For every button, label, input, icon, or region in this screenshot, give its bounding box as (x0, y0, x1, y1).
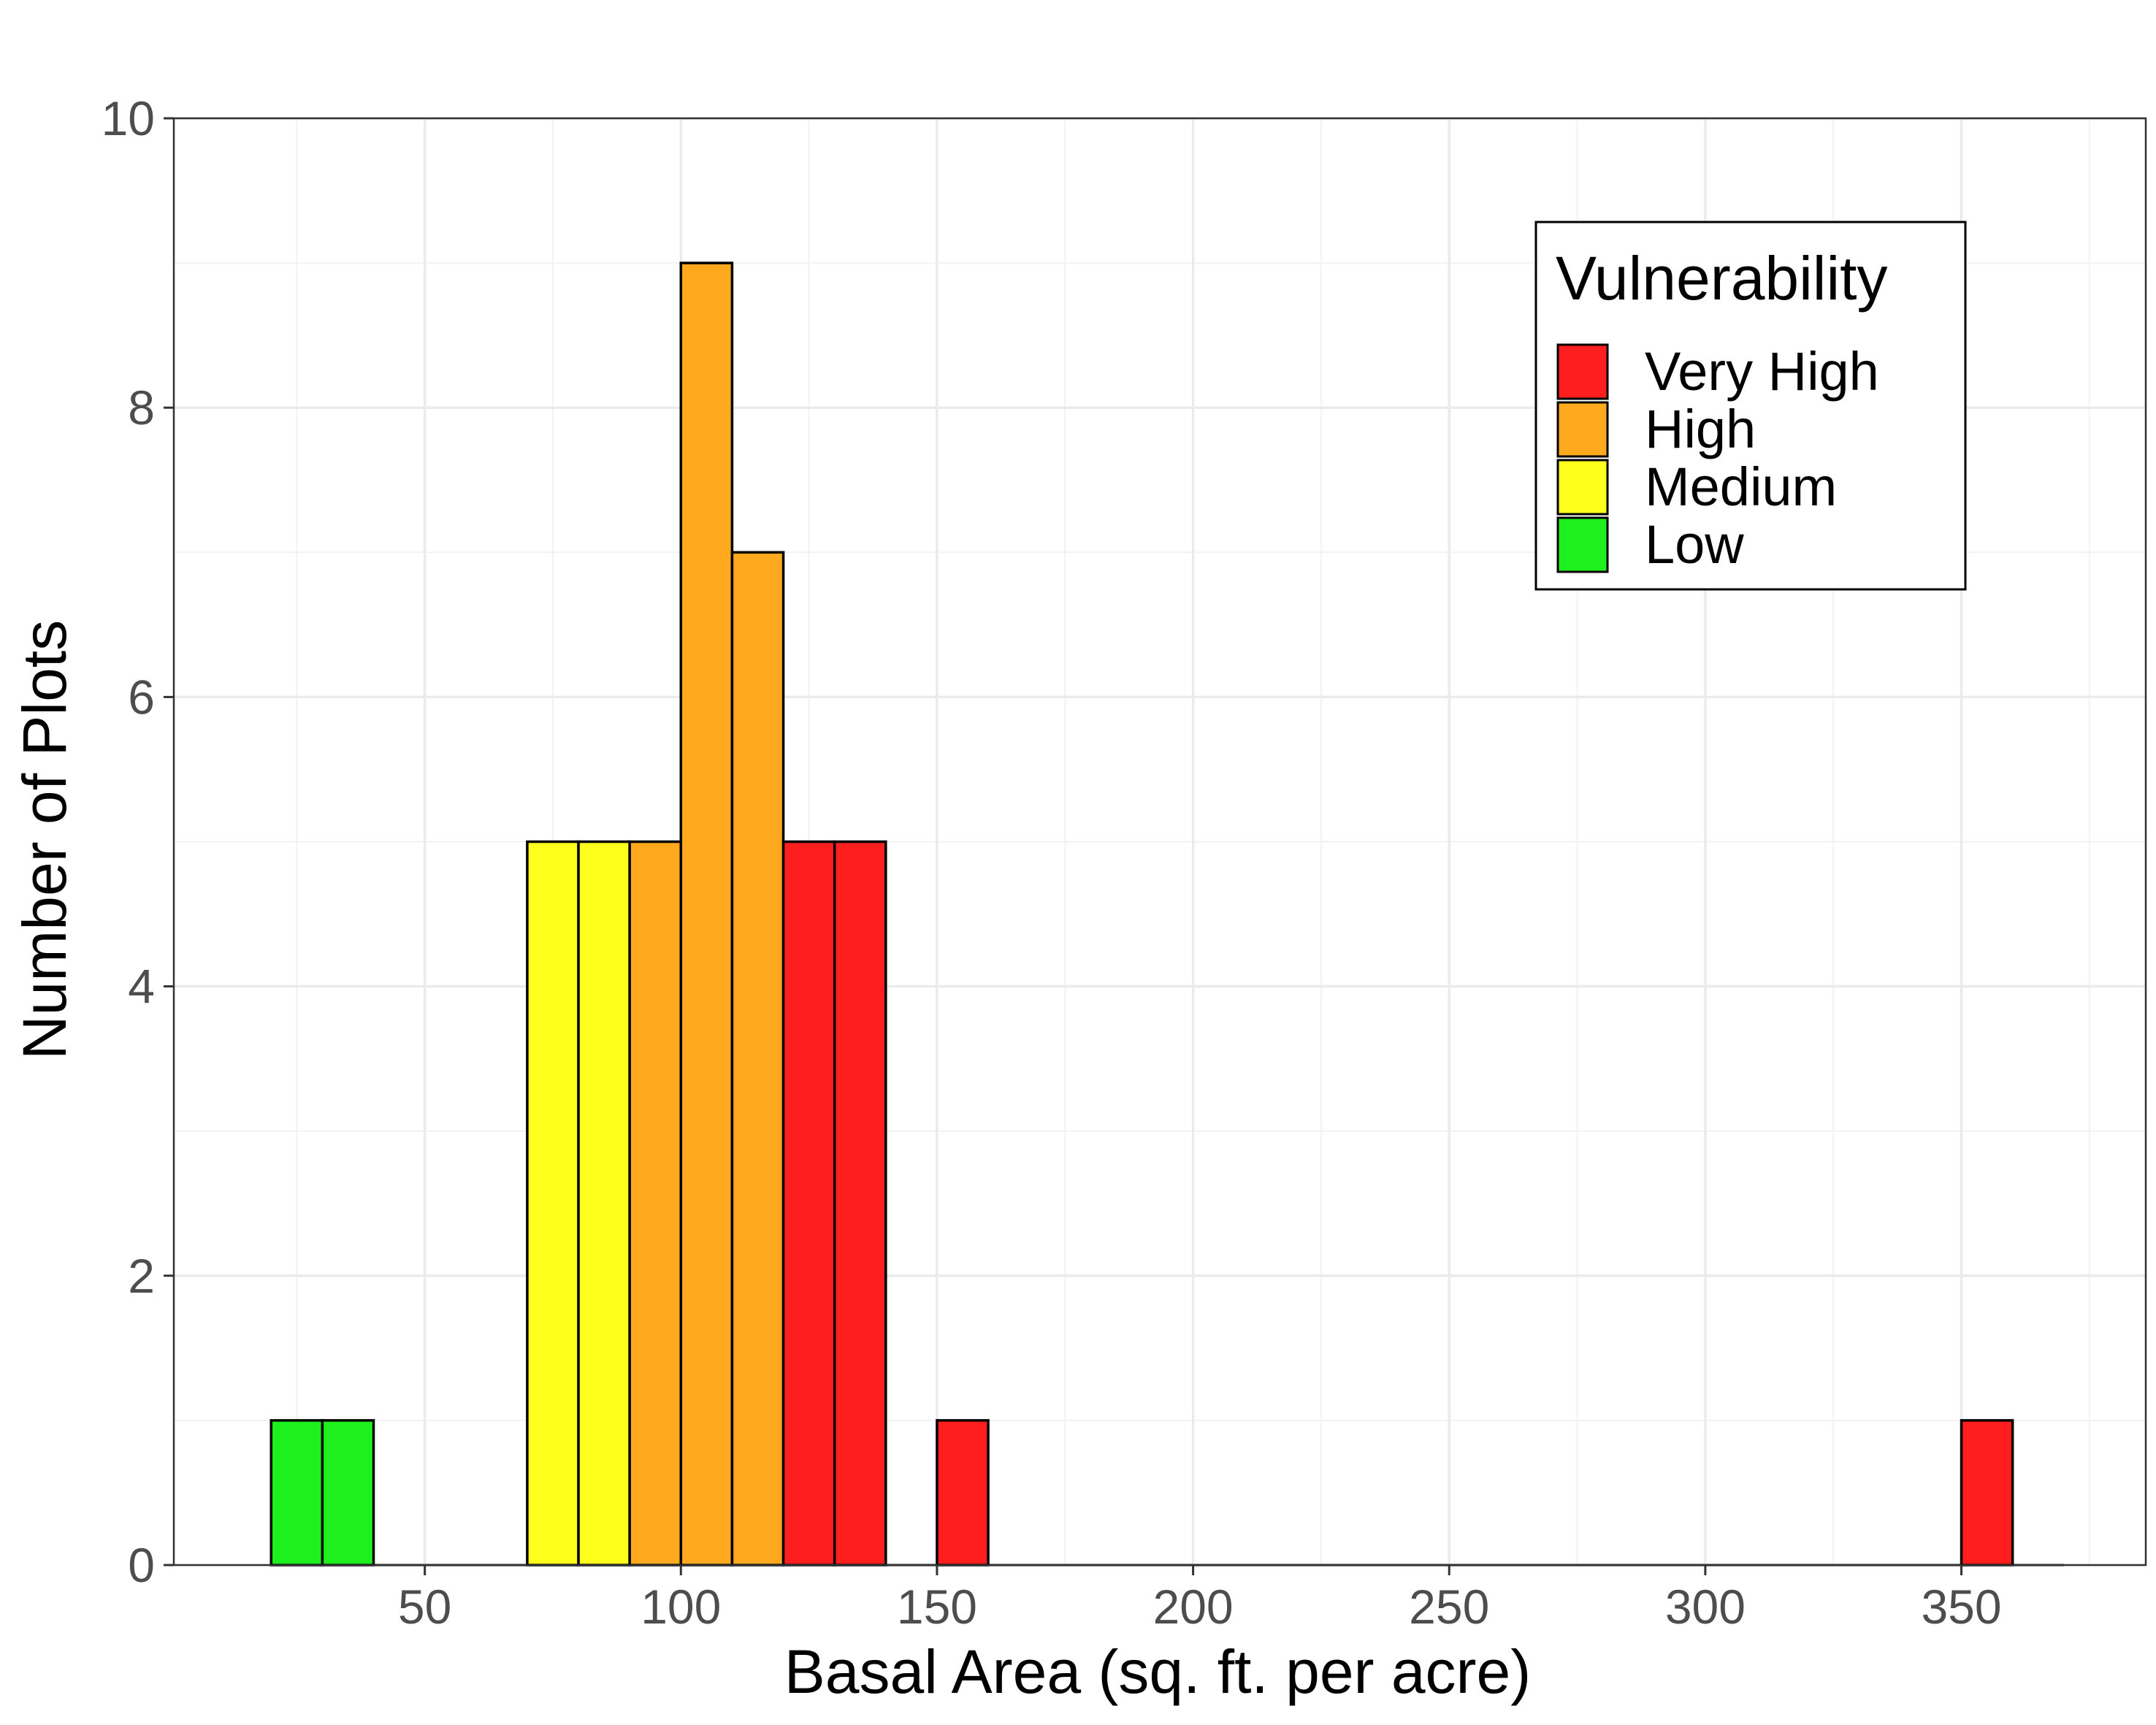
x-tick-label: 200 (1153, 1580, 1234, 1634)
legend-swatch (1556, 401, 1609, 458)
legend-label: Very High (1645, 341, 1879, 402)
histogram-bar (577, 840, 631, 1567)
y-axis-title: Number of Plots (10, 620, 79, 1060)
y-tick-label: 8 (128, 380, 155, 435)
histogram-bar (270, 1419, 324, 1567)
histogram-bar (679, 261, 734, 1567)
x-tick-label: 350 (1921, 1580, 2001, 1634)
y-axis: 0 2 4 6 8 10 (102, 91, 174, 1592)
x-tick-label: 300 (1665, 1580, 1746, 1634)
plot-panel-border (172, 117, 2147, 1567)
x-tick-label: 150 (897, 1580, 977, 1634)
legend-swatch (1556, 343, 1609, 400)
legend-swatch (1556, 459, 1609, 516)
histogram-bar (936, 1419, 990, 1567)
histogram-bar (628, 840, 683, 1567)
y-tick-label: 10 (102, 91, 155, 145)
y-tick-label: 4 (128, 960, 155, 1014)
y-tick-label: 6 (128, 670, 155, 724)
histogram-bar (781, 840, 836, 1567)
histogram-bar (730, 551, 785, 1567)
legend-swatch (1556, 516, 1609, 573)
legend-label: Medium (1645, 456, 1837, 517)
x-tick-label: 50 (398, 1580, 451, 1634)
x-tick-label: 250 (1409, 1580, 1489, 1634)
histogram-bar (1960, 1419, 2014, 1567)
y-tick-label: 0 (128, 1538, 155, 1592)
x-axis-title: Basal Area (sq. ft. per acre) (784, 1637, 1531, 1706)
y-tick-label: 2 (128, 1249, 155, 1303)
legend-title: Vulnerability (1556, 244, 1887, 313)
legend-label: High (1645, 399, 1756, 459)
legend-label: Low (1645, 514, 1744, 575)
x-axis: 50 100 150 200 250 300 350 (398, 1565, 2002, 1634)
histogram-bar (526, 840, 580, 1567)
histogram-bar (833, 840, 887, 1567)
histogram-bar (321, 1419, 375, 1567)
x-tick-label: 100 (641, 1580, 721, 1634)
bars (270, 261, 2064, 1567)
